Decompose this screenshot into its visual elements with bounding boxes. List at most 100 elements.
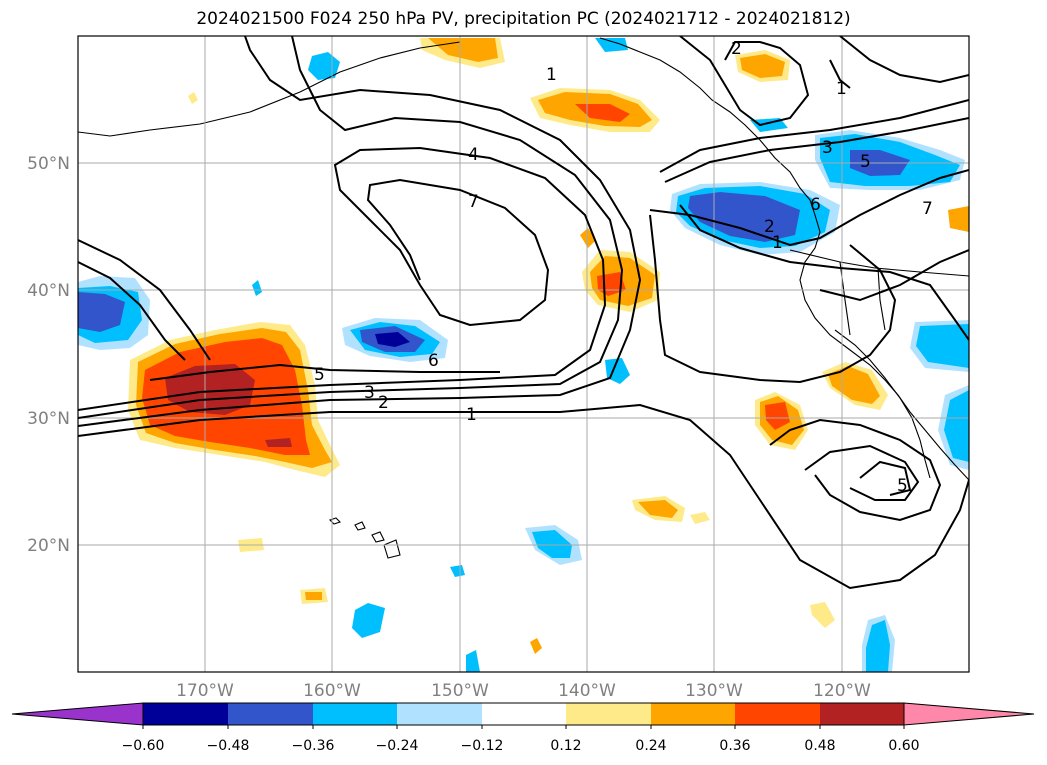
colorbar-segment [566, 703, 651, 725]
contour-label-7: 7 [468, 192, 479, 212]
precip-blob [375, 332, 410, 347]
pv-contour [649, 169, 969, 247]
lon-label-160w: 160°W [303, 681, 361, 701]
colorbar-tick-label: 0.12 [550, 738, 581, 754]
pv-contour [679, 36, 810, 127]
pv-contour [829, 59, 851, 89]
colorbar-frame [142, 702, 905, 726]
contour-label-3b: 3 [822, 138, 833, 158]
colorbar-segment [820, 703, 904, 725]
pv-contour [78, 146, 607, 411]
contour-label-1c: 1 [836, 79, 847, 99]
colorbar-segment [313, 703, 397, 725]
colorbar-tick-label: −0.24 [376, 738, 419, 754]
colorbar-extend-high [903, 702, 1035, 726]
precip-blob [580, 228, 596, 248]
coastlines [78, 37, 969, 559]
pv-contour [859, 460, 912, 496]
contour-label-5b: 5 [860, 152, 871, 172]
colorbar-tick-label: 0.36 [719, 738, 750, 754]
contour-label-2: 2 [378, 393, 389, 413]
contour-label-2b: 2 [731, 39, 742, 59]
colorbar: −0.60 −0.48 −0.36 −0.24 −0.12 0.12 0.24 … [11, 702, 1035, 754]
pv-contour [659, 99, 969, 173]
coastline-baja [834, 329, 931, 479]
precip-blob [305, 592, 322, 600]
lat-label-50: 50°N [27, 154, 70, 174]
pv-contour [839, 36, 969, 84]
coastline-alaska [78, 41, 461, 137]
lat-label-30: 30°N [27, 409, 70, 429]
precip-blob [810, 602, 835, 628]
precip-blob [740, 54, 785, 78]
pv-contours [78, 36, 969, 590]
pv-contour [149, 363, 500, 381]
contour-label-3: 3 [364, 383, 375, 403]
precip-blob [188, 92, 198, 104]
colorbar-segment [651, 703, 735, 725]
us-border [789, 249, 969, 277]
precip-blob [575, 104, 630, 122]
precip-blob [466, 650, 480, 672]
colorbar-segment [735, 703, 820, 725]
colorbar-tick-label: 0.24 [635, 738, 666, 754]
precip-blob [866, 620, 890, 672]
pv-contour-labels: 1 2 3 5 6 4 7 1 2 1 3 5 6 2 1 7 5 [314, 39, 933, 496]
precip-negative-shading [78, 38, 969, 672]
pv-contour [649, 214, 897, 384]
pv-contour [78, 403, 969, 590]
precip-blob [450, 565, 465, 577]
lon-labels: 170°W 160°W 150°W 140°W 130°W 120°W [176, 681, 871, 701]
precip-blob [948, 206, 969, 232]
lon-label-130w: 130°W [685, 681, 743, 701]
lat-label-20: 20°N [27, 536, 70, 556]
colorbar-tick-label: 0.48 [804, 738, 835, 754]
colorbar-tick-label: 0.60 [888, 738, 919, 754]
pv-contour [78, 36, 624, 419]
contour-label-1b: 1 [546, 65, 557, 85]
contour-label-1d: 1 [772, 233, 783, 253]
lat-labels: 50°N 40°N 30°N 20°N [27, 154, 70, 556]
precip-blob [352, 603, 385, 638]
contour-label-5: 5 [314, 365, 325, 385]
colorbar-extend-low [11, 702, 144, 726]
hawaii-islands [328, 517, 401, 559]
precip-blob [638, 500, 678, 518]
precip-blob [765, 402, 790, 430]
lon-label-170w: 170°W [176, 681, 234, 701]
colorbar-segment [143, 703, 228, 725]
contour-label-4: 4 [468, 145, 479, 165]
contour-label-6b: 6 [810, 195, 821, 215]
lon-label-120w: 120°W [813, 681, 871, 701]
precip-blob [944, 390, 969, 462]
contour-label-7b: 7 [922, 199, 933, 219]
contour-label-5c: 5 [897, 476, 908, 496]
precip-blob [532, 530, 572, 558]
pv-contour [804, 444, 920, 501]
precip-blob [595, 38, 628, 52]
pv-contour [819, 249, 969, 302]
pv-contour [769, 418, 942, 522]
colorbar-segment [228, 703, 313, 725]
colorbar-tick-label: −0.48 [207, 738, 250, 754]
map-frame [77, 35, 970, 673]
colorbar-ticks [142, 725, 905, 729]
lon-label-150w: 150°W [431, 681, 489, 701]
colorbar-segment [482, 703, 566, 725]
figure-title: 2024021500 F024 250 hPa PV, precipitatio… [196, 9, 851, 29]
precip-blob [690, 512, 710, 524]
colorbar-tick-label: −0.60 [122, 738, 165, 754]
lon-label-140w: 140°W [558, 681, 616, 701]
pv-contour [679, 204, 969, 341]
colorbar-tick-label: −0.36 [292, 738, 335, 754]
contour-label-2c: 2 [764, 217, 775, 237]
pv-contour [664, 117, 969, 183]
colorbar-segment [397, 703, 482, 725]
pv-contour [78, 239, 211, 361]
gridlines [78, 36, 969, 672]
precip-blob [78, 292, 125, 332]
precip-blob [828, 366, 880, 404]
state-border [877, 267, 886, 331]
precip-blob [916, 324, 969, 368]
